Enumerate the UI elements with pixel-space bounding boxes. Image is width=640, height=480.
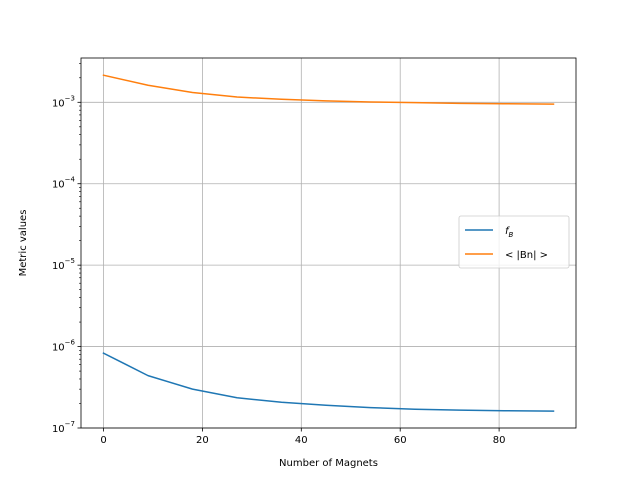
y-tick-label-exponent: −7 — [65, 420, 75, 428]
y-tick-label-base: 10 — [52, 98, 65, 109]
y-tick-label: 10−3 — [52, 94, 75, 109]
series-line-1 — [102, 74, 555, 105]
y-axis: 10−710−610−510−410−3 — [52, 63, 81, 435]
x-axis-label: Number of Magnets — [279, 458, 378, 469]
y-tick-label-exponent: −4 — [65, 176, 76, 184]
y-tick-label-base: 10 — [52, 180, 65, 191]
series-line-0 — [102, 352, 555, 412]
x-tick-label: 80 — [493, 435, 506, 446]
y-tick-label-exponent: −6 — [65, 339, 76, 347]
legend-entry-label: fB — [505, 226, 514, 239]
series-lines — [102, 74, 555, 412]
legend-entry-label: < |Bn| > — [505, 250, 548, 261]
x-tick-label: 40 — [295, 435, 308, 446]
y-tick-label: 10−4 — [52, 176, 76, 191]
y-tick-label-base: 10 — [52, 343, 65, 354]
y-tick-label: 10−5 — [52, 257, 75, 272]
x-axis: 0 20 40 60 80 — [100, 428, 505, 446]
y-tick-label-base: 10 — [52, 261, 65, 272]
legend: fB < |Bn| > — [458, 215, 570, 269]
x-tick-label: 20 — [196, 435, 209, 446]
y-tick-label-exponent: −5 — [65, 257, 75, 265]
legend-box — [458, 215, 570, 269]
y-tick-label: 10−7 — [52, 420, 75, 435]
y-axis-label: Metric values — [18, 210, 29, 277]
x-tick-label: 0 — [100, 435, 106, 446]
x-tick-label: 60 — [394, 435, 407, 446]
y-tick-label-exponent: −3 — [65, 94, 75, 102]
plot-frame — [80, 57, 577, 429]
y-tick-label: 10−6 — [52, 339, 76, 354]
y-tick-label-base: 10 — [52, 424, 65, 435]
